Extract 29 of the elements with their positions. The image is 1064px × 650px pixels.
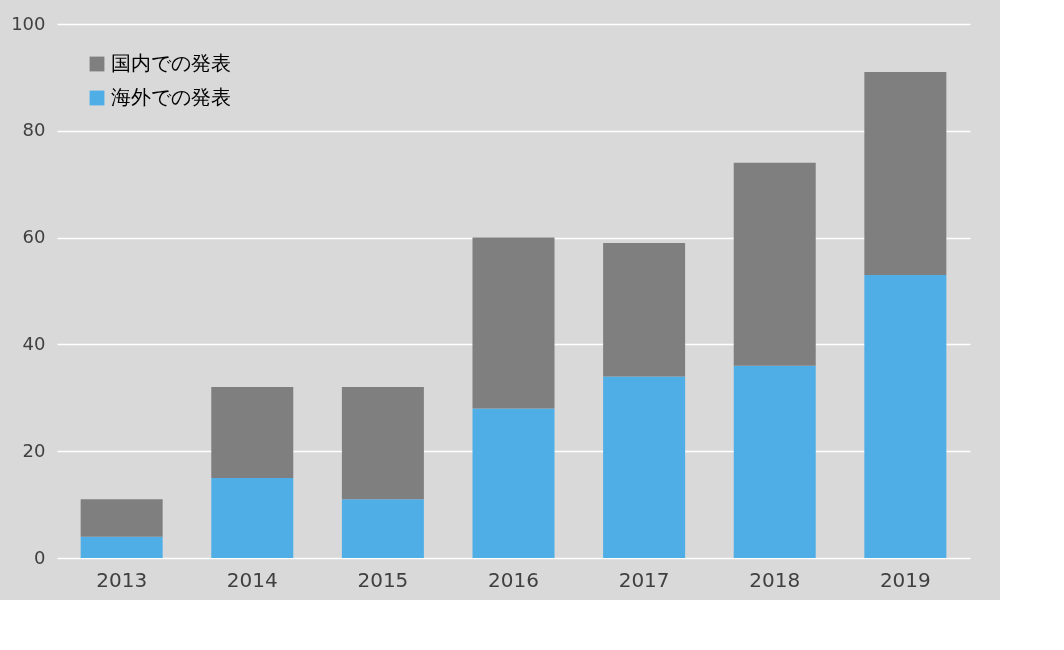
bar bbox=[603, 376, 686, 558]
y-tick-label: 80 bbox=[22, 119, 46, 141]
y-tick-label: 0 bbox=[34, 546, 46, 568]
bar bbox=[341, 499, 424, 558]
bar bbox=[80, 499, 163, 537]
x-tick-label: 2013 bbox=[96, 567, 148, 592]
bar bbox=[472, 237, 555, 409]
bar bbox=[864, 274, 947, 558]
bar bbox=[341, 387, 424, 500]
bar bbox=[211, 387, 294, 478]
bar bbox=[733, 365, 816, 558]
x-tick-label: 2015 bbox=[357, 567, 409, 592]
y-tick-label: 60 bbox=[22, 226, 46, 248]
y-tick-label: 20 bbox=[22, 439, 46, 461]
bar bbox=[211, 477, 294, 558]
y-tick-label: 40 bbox=[22, 332, 46, 354]
x-tick-label: 2016 bbox=[488, 567, 539, 592]
x-tick-label: 2019 bbox=[879, 567, 931, 592]
bar bbox=[472, 408, 555, 558]
bar bbox=[864, 72, 947, 275]
x-tick-label: 2017 bbox=[618, 567, 670, 592]
y-tick-label: 100 bbox=[11, 12, 46, 34]
x-tick-label: 2018 bbox=[749, 567, 801, 592]
x-tick-label: 2014 bbox=[226, 567, 278, 592]
bar bbox=[80, 536, 163, 558]
bar bbox=[603, 242, 686, 377]
legend-label: 海外での発表 bbox=[111, 85, 231, 109]
legend-label: 国内での発表 bbox=[111, 51, 231, 75]
bar bbox=[733, 162, 816, 366]
